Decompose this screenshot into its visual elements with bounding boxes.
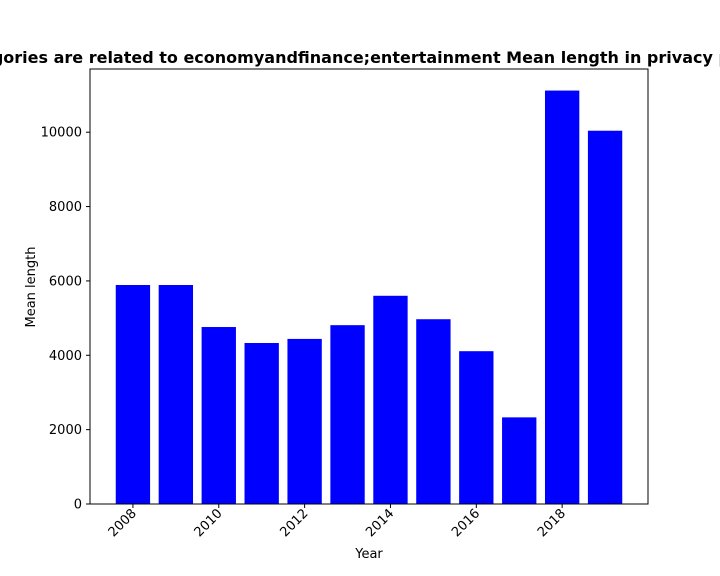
chart-title: Categories are related to economyandfina… — [0, 48, 720, 67]
x-axis-label: Year — [354, 547, 383, 562]
x-axis: 2008 2010 2012 2014 2016 2018 — [106, 504, 569, 540]
x-tick-label: 2008 — [106, 506, 140, 540]
y-tick-label: 4000 — [49, 349, 82, 364]
bars-group — [115, 90, 623, 504]
bar-2015 — [416, 319, 451, 504]
plot-frame — [89, 68, 649, 505]
bar-2016 — [459, 351, 494, 504]
bar-2011 — [244, 343, 279, 504]
bar-2010 — [201, 327, 236, 504]
y-axis-label: Mean length — [24, 247, 39, 328]
y-tick-label: 0 — [74, 498, 82, 513]
bar-2009 — [158, 285, 194, 504]
bar-2018 — [544, 90, 580, 504]
y-tick-label: 10000 — [41, 126, 82, 141]
y-tick-label: 8000 — [49, 200, 82, 215]
x-tick-label: 2016 — [449, 506, 483, 540]
x-tick-label: 2018 — [535, 506, 569, 540]
bar-2017 — [502, 417, 537, 504]
y-tick-label: 6000 — [49, 274, 82, 289]
y-tick-label: 2000 — [49, 423, 82, 438]
bar-2019 — [587, 130, 623, 504]
x-tick-label: 2014 — [363, 506, 397, 540]
y-axis: 0 2000 4000 6000 8000 10000 — [41, 126, 90, 513]
x-tick-label: 2010 — [192, 506, 226, 540]
x-tick-label: 2012 — [277, 506, 311, 540]
bar-2008 — [115, 285, 151, 504]
bar-2012 — [287, 338, 322, 504]
bar-2013 — [330, 325, 365, 504]
bar-2014 — [373, 295, 408, 504]
